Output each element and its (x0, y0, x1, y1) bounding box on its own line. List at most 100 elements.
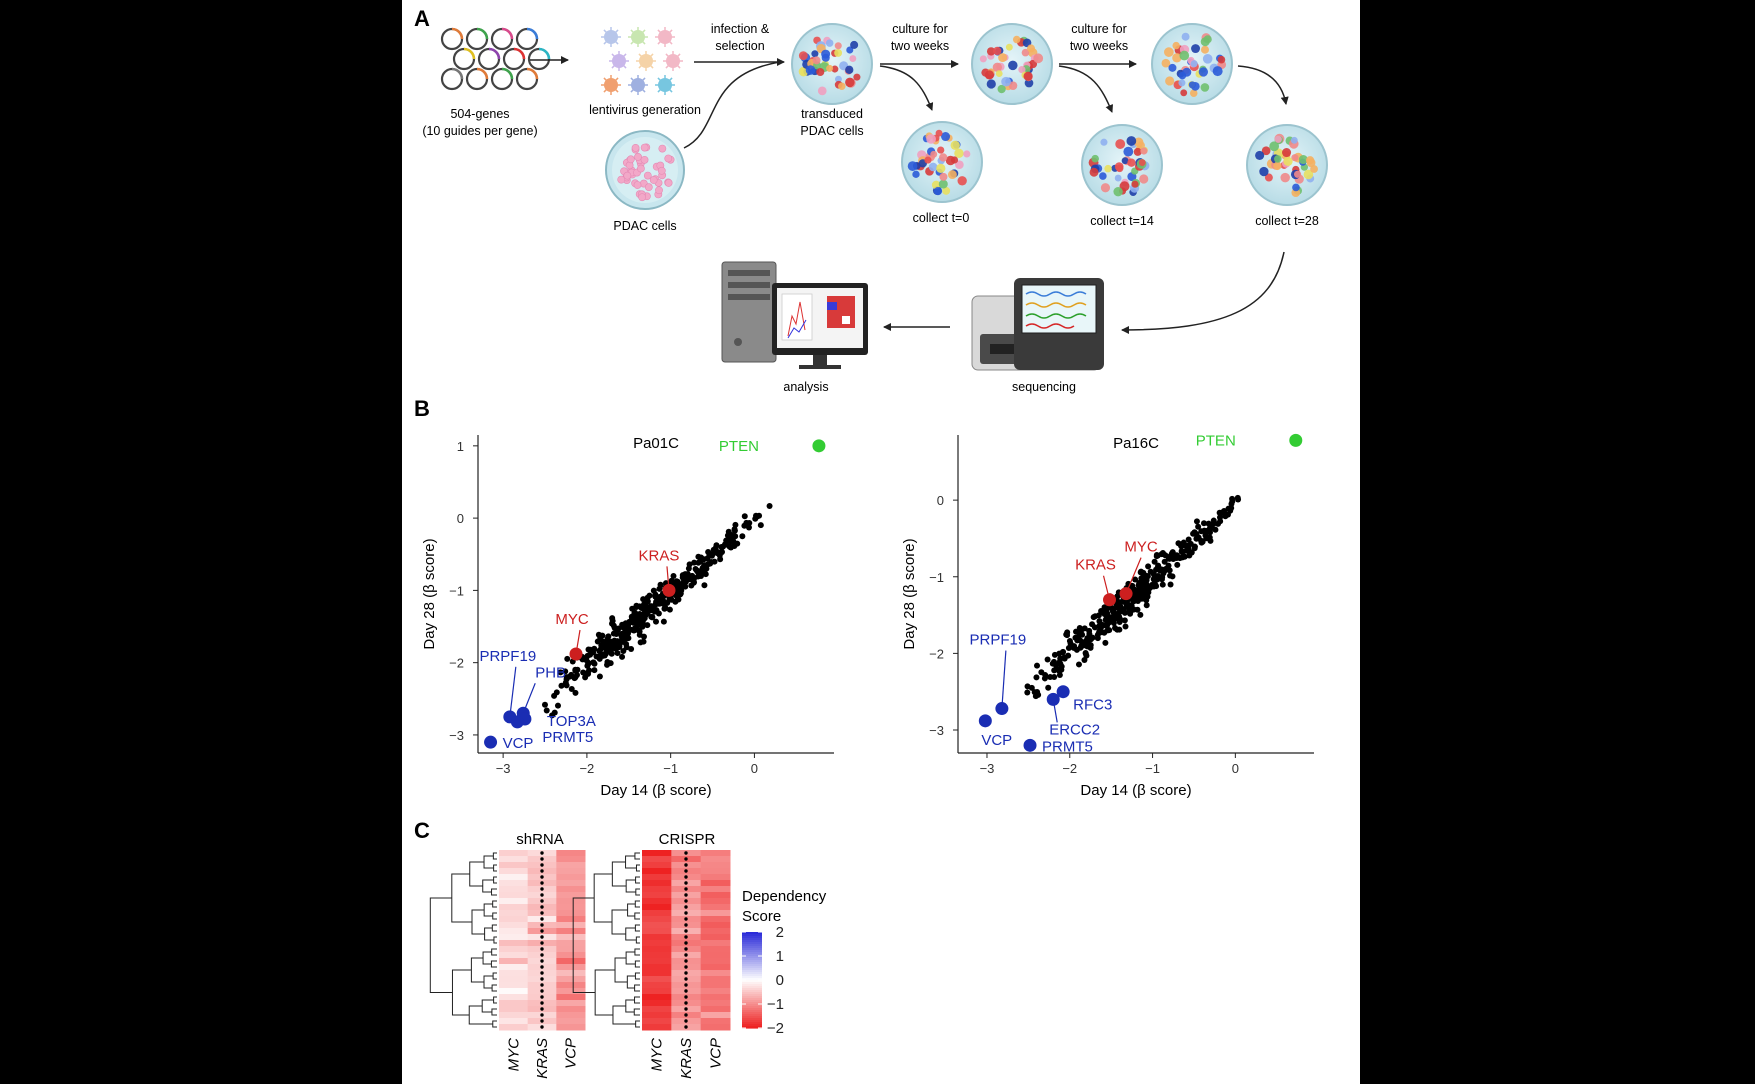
heatmap-cell (642, 910, 672, 917)
dot-marker (684, 863, 688, 867)
heatmap-cell (642, 874, 672, 881)
highlight-point-kras (1103, 593, 1117, 607)
data-point (1150, 571, 1157, 578)
y-tick-label: −1 (449, 583, 464, 598)
arrow-to-collect-t14 (1058, 65, 1113, 113)
data-point (549, 712, 556, 719)
data-point (1094, 635, 1101, 642)
heatmap-cell (499, 910, 529, 917)
highlight-point-vcp (484, 735, 498, 749)
highlight-label-prpf19: PRPF19 (970, 632, 1027, 649)
heatmap-cell (556, 946, 586, 953)
legend-color-step (742, 966, 762, 969)
data-point (618, 631, 625, 638)
legend-color-step (742, 950, 762, 953)
highlight-label-kras: KRAS (639, 547, 680, 564)
virus-particle (628, 75, 648, 95)
y-tick-label: −3 (929, 723, 944, 738)
legend-color-step (742, 1002, 762, 1005)
dot-marker (684, 971, 688, 975)
heatmap-cell (499, 880, 529, 887)
data-point (1163, 566, 1170, 573)
data-point (1114, 604, 1121, 611)
data-point (640, 633, 647, 640)
dot-marker (540, 863, 544, 867)
legend-color-step (742, 992, 762, 995)
data-point (602, 644, 609, 651)
data-point (635, 627, 642, 634)
data-point (619, 621, 626, 628)
heatmap-cell (642, 952, 672, 959)
legend-color-step (742, 940, 762, 943)
data-point (1235, 496, 1242, 503)
column-label-vcp: VCP (563, 1038, 580, 1069)
heatmap-cell (556, 976, 586, 983)
data-point (697, 573, 704, 580)
data-point (1191, 543, 1198, 550)
dot-marker (684, 1019, 688, 1023)
heatmap-cell (556, 886, 586, 893)
heatmap-cell (499, 976, 529, 983)
heatmap-cell (700, 916, 731, 923)
data-point (615, 625, 622, 632)
data-point (660, 618, 667, 625)
plasmid-insert (538, 47, 551, 60)
label-leader (509, 666, 517, 717)
highlight-point-kras (662, 583, 676, 597)
legend-color-step (742, 934, 762, 937)
highlight-point-pten (1289, 433, 1303, 447)
dot-marker (540, 881, 544, 885)
dot-marker (540, 1019, 544, 1023)
dot-marker (540, 887, 544, 891)
data-point (637, 618, 644, 625)
heatmap-cell (700, 1000, 731, 1007)
dot-marker (540, 947, 544, 951)
data-point (727, 534, 734, 541)
heatmap-cell (499, 988, 529, 995)
data-point (1159, 574, 1166, 581)
dot-marker (684, 893, 688, 897)
x-tick-label: −2 (579, 761, 594, 776)
heatmap-cell (499, 1006, 529, 1013)
heatmap-cell (700, 874, 731, 881)
data-point (1210, 517, 1217, 524)
heatmap-cell (700, 970, 731, 977)
pdac-cell (631, 143, 640, 152)
heatmap-cell (556, 922, 586, 929)
highlight-label-myc: MYC (555, 611, 589, 628)
x-tick-label: 0 (1232, 761, 1239, 776)
y-axis-label: Day 28 (β score) (421, 538, 438, 649)
heatmap-cell (642, 1024, 672, 1031)
plasmid-library-icon (440, 27, 551, 91)
heatmap-cell (499, 982, 529, 989)
legend-color-step (742, 946, 762, 949)
heatmap-cell (556, 892, 586, 899)
data-point (1195, 523, 1202, 530)
heatmap-cell (700, 976, 731, 983)
plasmid-insert (451, 27, 464, 40)
legend-color-step (742, 960, 762, 963)
plasmid-insert (488, 47, 501, 60)
y-tick-label: −1 (929, 570, 944, 585)
heatmap-shrna: shRNA MYC KRAS VCP (429, 831, 586, 1079)
data-point (1064, 632, 1071, 639)
data-point (643, 607, 650, 614)
data-point (1024, 689, 1031, 696)
column-label-kras: KRAS (678, 1038, 695, 1079)
heatmap-cell (556, 1012, 586, 1019)
virus-particle (636, 51, 656, 71)
dot-marker (684, 965, 688, 969)
legend-color-step (742, 1008, 762, 1011)
data-point (746, 520, 753, 527)
highlight-point-pten (812, 439, 826, 453)
dot-marker (540, 1001, 544, 1005)
data-point (688, 576, 695, 583)
pdac-cell (644, 183, 653, 192)
x-tick-label: −1 (663, 761, 678, 776)
plasmid-insert (526, 67, 539, 80)
heatmap-cell (499, 1000, 529, 1007)
heatmap-cell (499, 850, 529, 857)
data-point (726, 543, 733, 550)
scatter-chart-pa01c: −3 −2 −1 0 1 0 −1 −2 −3 Pa01C Day 14 (β score) Day … (421, 435, 834, 799)
heatmap-cell (700, 958, 731, 965)
